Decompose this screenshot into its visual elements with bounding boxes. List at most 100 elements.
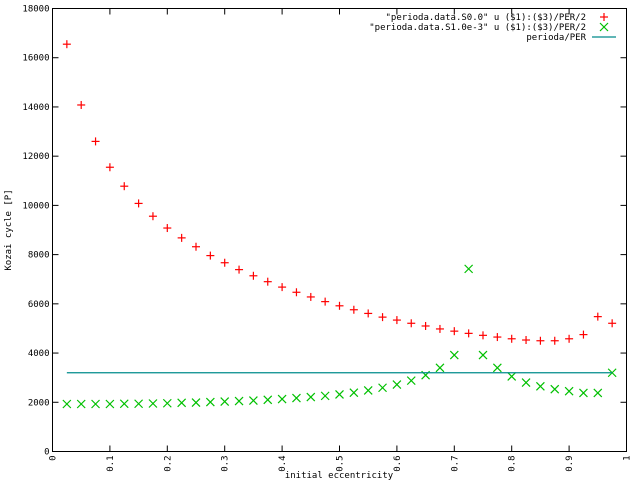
series-0-point-26 xyxy=(435,324,444,333)
x-tick-label-10: 1 xyxy=(623,456,633,461)
series-0-point-10 xyxy=(206,251,215,260)
series-0-point-24 xyxy=(407,319,416,328)
legend-label-0: "perioda.data.S0.0" u ($1):($3)/PER/2 xyxy=(386,13,586,23)
series-1-point-20 xyxy=(349,388,359,398)
series-0-point-11 xyxy=(220,258,229,267)
x-tick-label-3: 0.3 xyxy=(221,456,231,472)
series-0-point-33 xyxy=(536,336,545,345)
series-0-point-17 xyxy=(306,292,315,301)
series-1-point-12 xyxy=(234,396,244,406)
y-axis-label: Kozai cycle [P] xyxy=(4,189,14,270)
series-0-point-0 xyxy=(62,40,71,49)
series-0-point-12 xyxy=(235,265,244,274)
series-1-point-29 xyxy=(478,350,488,360)
x-tick-label-6: 0.6 xyxy=(393,456,403,472)
x-tick-label-4: 0.4 xyxy=(278,456,288,472)
series-1-point-17 xyxy=(306,392,316,402)
series-1-point-8 xyxy=(177,398,187,408)
series-1-point-4 xyxy=(119,399,129,409)
series-0-point-3 xyxy=(105,163,114,172)
series-1 xyxy=(62,264,617,409)
series-1-point-18 xyxy=(320,391,330,401)
legend-label-2: perioda/PER xyxy=(526,33,586,43)
series-0-point-35 xyxy=(565,334,574,343)
x-tick-label-8: 0.8 xyxy=(508,456,518,472)
series-1-point-13 xyxy=(248,396,258,405)
plot-frame xyxy=(52,8,627,452)
series-0-point-2 xyxy=(91,137,100,146)
series-1-point-37 xyxy=(593,388,603,398)
x-tick-label-5: 0.5 xyxy=(336,456,346,472)
series-0-point-32 xyxy=(522,336,531,345)
series-0-point-20 xyxy=(349,305,358,314)
series-0-point-5 xyxy=(134,199,143,208)
x-tick-label-1: 0.1 xyxy=(106,456,116,472)
series-0 xyxy=(62,40,617,345)
series-0-point-21 xyxy=(364,309,373,318)
series-1-point-0 xyxy=(62,399,72,409)
series-1-point-35 xyxy=(564,386,574,396)
series-1-point-33 xyxy=(535,381,545,391)
series-1-point-34 xyxy=(550,384,560,394)
series-1-point-30 xyxy=(492,363,502,373)
series-0-point-9 xyxy=(192,242,200,251)
y-tick-label-7: 14000 xyxy=(22,103,49,113)
series-1-point-26 xyxy=(435,363,445,373)
x-tick-label-7: 0.7 xyxy=(450,456,460,472)
series-0-point-22 xyxy=(378,313,387,322)
series-0-point-34 xyxy=(550,336,559,345)
series-1-point-6 xyxy=(148,399,158,408)
y-tick-label-8: 16000 xyxy=(22,54,49,64)
axis-ticks: 0 0.1 0.2 0.3 0.4 0.5 0.6 0.7 0.8 0.9 1 0 2000 4000 60… xyxy=(22,5,632,472)
series-1-point-24 xyxy=(406,376,416,386)
y-tick-label-5: 10000 xyxy=(22,201,49,211)
series-layer xyxy=(62,40,617,409)
series-1-point-11 xyxy=(220,397,230,406)
series-0-point-31 xyxy=(507,334,516,343)
series-0-point-23 xyxy=(392,316,401,325)
series-1-point-36 xyxy=(579,388,588,398)
series-1-point-32 xyxy=(521,378,531,388)
y-tick-label-6: 12000 xyxy=(22,152,49,162)
x-tick-label-0: 0 xyxy=(49,456,59,461)
series-1-point-7 xyxy=(162,398,172,408)
series-0-point-6 xyxy=(148,212,157,221)
y-tick-label-9: 18000 xyxy=(22,5,49,15)
y-tick-label-3: 6000 xyxy=(28,300,50,310)
y-tick-label-1: 2000 xyxy=(28,398,50,408)
series-0-point-16 xyxy=(292,288,301,297)
series-1-point-1 xyxy=(76,399,86,409)
series-0-point-36 xyxy=(579,330,588,339)
series-0-point-7 xyxy=(163,224,172,233)
x-tick-label-2: 0.2 xyxy=(163,456,173,472)
series-1-point-2 xyxy=(91,399,100,409)
series-1-point-22 xyxy=(378,383,387,393)
series-0-point-27 xyxy=(450,327,459,336)
series-0-point-18 xyxy=(321,297,330,306)
series-0-point-19 xyxy=(335,301,344,310)
series-0-point-4 xyxy=(120,182,129,191)
series-1-point-16 xyxy=(292,393,301,403)
series-0-point-13 xyxy=(249,271,258,280)
y-tick-label-4: 8000 xyxy=(28,251,50,261)
x-axis-label: initial eccentricity xyxy=(285,471,394,480)
series-1-point-5 xyxy=(134,399,144,409)
series-0-point-1 xyxy=(77,100,86,109)
series-1-point-27 xyxy=(449,350,459,360)
series-1-point-31 xyxy=(507,372,517,381)
legend-sample-1 xyxy=(599,22,609,32)
series-0-point-37 xyxy=(593,312,602,321)
series-1-point-28 xyxy=(464,264,474,274)
series-1-point-15 xyxy=(277,394,287,404)
series-1-point-21 xyxy=(363,386,373,395)
legend: "perioda.data.S0.0" u ($1):($3)/PER/2"pe… xyxy=(369,13,616,43)
series-0-point-29 xyxy=(479,331,487,340)
series-0-point-28 xyxy=(464,329,473,338)
y-tick-label-2: 4000 xyxy=(28,349,50,359)
series-0-point-8 xyxy=(177,233,186,242)
series-0-point-15 xyxy=(278,283,287,292)
series-1-point-23 xyxy=(392,380,402,389)
series-1-point-14 xyxy=(263,395,273,405)
legend-sample-0 xyxy=(600,13,608,21)
